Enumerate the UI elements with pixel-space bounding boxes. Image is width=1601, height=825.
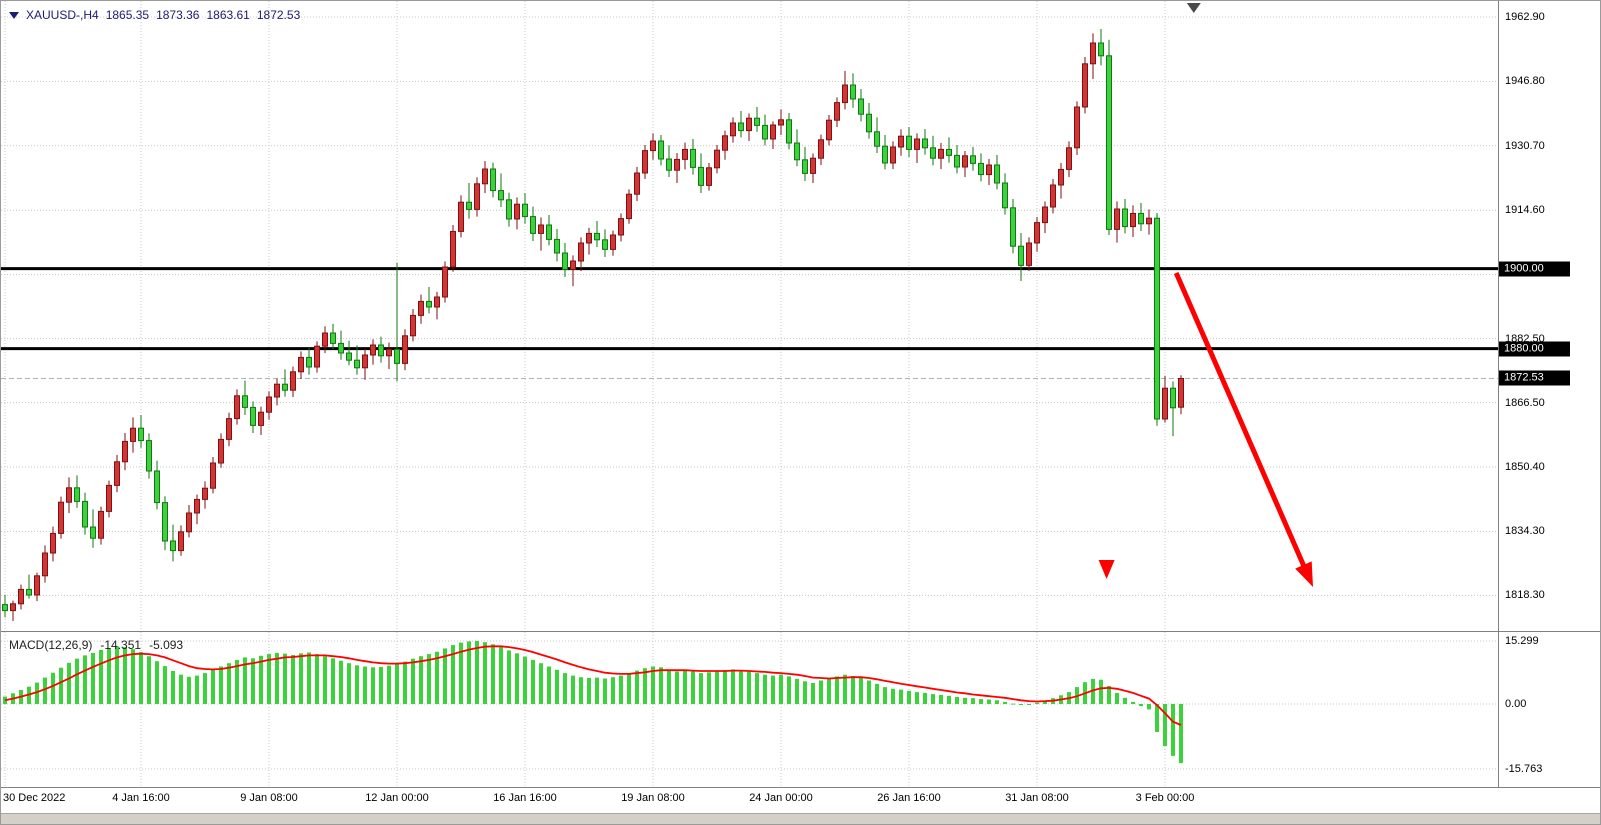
macd-main-value: -14.351 [100,638,142,652]
time-axis[interactable]: 30 Dec 2022 4 Jan 16:00 9 Jan 08:00 12 Jan … [1,788,1600,813]
macd-signal-value: -5.093 [149,638,184,652]
time-tick-label: 3 Feb 00:00 [1135,792,1195,804]
price-tick-label: 1866.50 [1505,397,1545,409]
quote-low: 1863.61 [206,8,250,22]
macd-tick-label: -15.763 [1505,763,1543,775]
time-tick-label: 9 Jan 08:00 [240,792,298,804]
price-tick-label: 1946.80 [1505,75,1545,87]
price-tick-label: 1818.30 [1505,589,1545,601]
symbol-period-label: XAUUSD-,H4 [26,8,99,22]
main-chart-pane[interactable]: XAUUSD-,H4 1865.35 1873.36 1863.61 1872.… [1,1,1498,631]
macd-name: MACD(12,26,9) [9,638,93,652]
time-tick-label: 19 Jan 08:00 [621,792,685,804]
sell-arrow-marker[interactable] [1098,560,1115,579]
quote-open: 1865.35 [105,8,150,22]
time-tick-label: 12 Jan 00:00 [365,792,429,804]
macd-indicator-pane[interactable] [1,632,1498,787]
time-tick-label: 26 Jan 16:00 [877,792,941,804]
macd-chart[interactable] [1,632,1498,787]
quote-high: 1873.36 [156,8,200,22]
candlestick-chart[interactable] [1,1,1498,631]
hline-price-box: 1880.00 [1499,341,1570,357]
time-tick-label: 16 Jan 16:00 [493,792,557,804]
time-tick-label: 30 Dec 2022 [3,792,66,804]
price-tick-label: 1962.90 [1505,11,1545,23]
time-tick-label: 31 Jan 08:00 [1005,792,1069,804]
macd-label: MACD(12,26,9) -14.351 -5.093 [9,638,183,652]
macd-tick-label: 15.299 [1505,635,1539,647]
chart-shift-icon[interactable] [1186,3,1201,13]
pane-separator[interactable] [1,787,1600,788]
symbol-quote-line: XAUUSD-,H4 1865.35 1873.36 1863.61 1872.… [9,8,300,22]
price-tick-label: 1914.60 [1505,204,1545,216]
hline-price-box: 1900.00 [1499,261,1570,277]
trend-arrow-annotation[interactable] [1173,272,1313,587]
price-tick-label: 1850.40 [1505,461,1545,473]
time-tick-label: 4 Jan 16:00 [112,792,170,804]
price-tick-label: 1834.30 [1505,525,1545,537]
price-axis[interactable]: 1962.90 1946.80 1930.70 1914.60 1882.50 1866.… [1498,1,1600,787]
current-price-box: 1872.53 [1499,370,1570,386]
macd-tick-label: 0.00 [1505,698,1527,710]
window-bottom-strip [1,813,1600,824]
quote-close: 1872.53 [256,8,301,22]
price-tick-label: 1930.70 [1505,140,1545,152]
pane-separator[interactable] [1,631,1600,632]
collapse-triangle-icon[interactable] [9,11,19,19]
time-tick-label: 24 Jan 00:00 [749,792,813,804]
